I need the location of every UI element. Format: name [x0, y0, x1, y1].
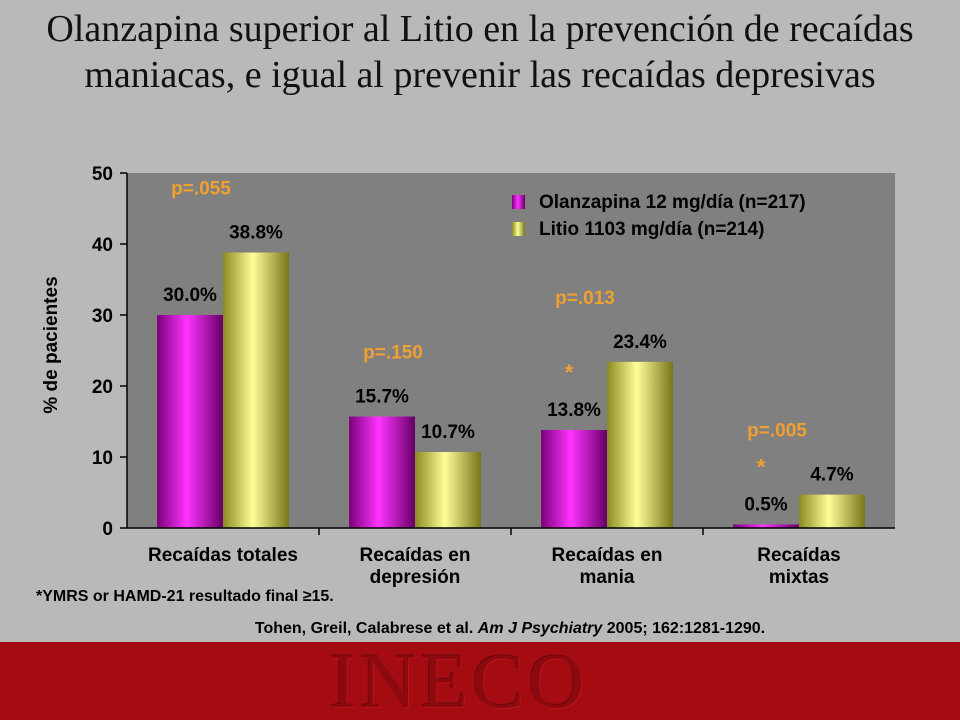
data-label: 0.5% — [744, 494, 787, 515]
bar-olanzapina — [733, 524, 799, 528]
data-label: 10.7% — [421, 422, 475, 443]
x-category-label: Recaídas en depresión — [360, 545, 471, 588]
y-tick-label: 20 — [92, 377, 113, 398]
legend-swatch — [512, 195, 525, 209]
x-category-label: Recaídas totales — [148, 545, 298, 566]
data-label: 13.8% — [547, 400, 601, 421]
slide-title: Olanzapina superior al Litio en la preve… — [46, 8, 914, 96]
legend-swatch — [512, 222, 525, 236]
data-label: 4.7% — [810, 465, 853, 486]
footer-band: INECO — [0, 642, 960, 720]
citation-journal: Am J Psychiatry — [477, 620, 603, 637]
data-label: 15.7% — [355, 387, 409, 408]
significance-star: * — [757, 454, 766, 479]
data-label: 23.4% — [613, 332, 667, 353]
p-value-label: p=.150 — [363, 343, 423, 364]
citation-authors: Tohen, Greil, Calabrese et al. — [254, 620, 474, 637]
citation-rest: 2005; 162:1281-1290. — [606, 620, 766, 637]
p-value-label: p=.005 — [747, 421, 807, 442]
bar-litio — [607, 361, 673, 528]
bar-olanzapina — [157, 315, 223, 528]
data-label: 30.0% — [163, 285, 217, 306]
bar-litio — [799, 494, 865, 528]
y-tick-label: 50 — [92, 164, 113, 185]
x-category-label: Recaídas mixtas — [757, 545, 840, 588]
legend-entry: Olanzapina 12 mg/día (n=217) — [539, 192, 806, 213]
bar-olanzapina — [541, 430, 607, 528]
legend-entry: Litio 1103 mg/día (n=214) — [539, 219, 764, 240]
y-axis-title: % de pacientes — [41, 276, 62, 413]
x-category-label: Recaídas en mania — [552, 545, 663, 588]
significance-star: * — [565, 360, 574, 385]
footnote: *YMRS or HAMD-21 resultado final ≥15. — [36, 588, 334, 605]
bar-chart: 30.0% 38.8% p=.055 15.7% 10.7% p=.150 13.8% 23.… — [41, 164, 895, 588]
y-tick-label: 10 — [92, 448, 113, 469]
p-value-label: p=.055 — [171, 179, 231, 200]
bar-litio — [223, 252, 289, 528]
y-tick-label: 0 — [102, 519, 113, 540]
data-label: 38.8% — [229, 223, 283, 244]
p-value-label: p=.013 — [555, 288, 615, 309]
bar-litio — [415, 452, 481, 528]
y-tick-label: 40 — [92, 235, 113, 256]
bar-olanzapina — [349, 416, 415, 528]
y-tick-label: 30 — [92, 306, 113, 327]
citation: Tohen, Greil, Calabrese et al. Am J Psyc… — [0, 620, 960, 638]
footer-logo: INECO — [330, 642, 589, 720]
